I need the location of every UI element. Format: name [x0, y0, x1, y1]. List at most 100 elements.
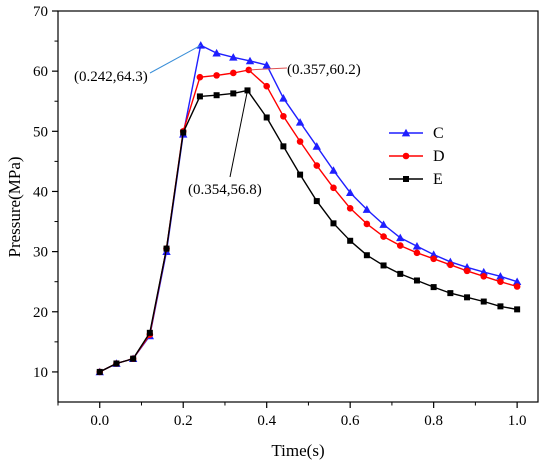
data-point-E — [480, 298, 487, 305]
data-point-C — [329, 166, 338, 174]
data-point-D — [330, 184, 337, 192]
annotation-leader — [149, 44, 201, 74]
y-tick-label: 40 — [33, 184, 48, 200]
data-point-E — [297, 171, 304, 178]
legend: CDE — [389, 125, 445, 188]
series-D — [96, 66, 521, 376]
data-point-D — [296, 138, 304, 145]
series-line-E — [99, 89, 518, 373]
data-point-C — [196, 41, 205, 49]
data-point-E — [213, 92, 220, 99]
data-point-E — [313, 198, 320, 205]
data-point-D — [196, 73, 204, 81]
data-point-E — [413, 277, 420, 284]
data-point-C — [362, 205, 372, 213]
data-point-D — [263, 82, 270, 90]
x-tick-label: 0.2 — [174, 413, 193, 429]
y-tick-label: 10 — [33, 365, 48, 381]
data-point-C — [212, 48, 221, 57]
y-axis-title: Pressure(MPa) — [5, 156, 24, 257]
data-point-E — [96, 368, 103, 375]
y-tick-label: 70 — [33, 4, 48, 20]
axis-ticks — [52, 10, 518, 408]
legend-label: E — [433, 171, 443, 188]
data-point-C — [245, 56, 255, 65]
data-point-C — [312, 142, 321, 150]
data-point-C — [496, 272, 505, 280]
series-layer — [95, 41, 522, 376]
data-point-D — [396, 242, 404, 249]
data-point-E — [397, 270, 404, 277]
data-point-C — [279, 94, 288, 102]
plot-frame — [57, 10, 539, 403]
data-point-D — [380, 233, 387, 240]
series-E — [96, 87, 521, 375]
y-tick-label: 60 — [33, 64, 48, 80]
data-point-E — [280, 143, 287, 150]
annotation-label: (0.242,64.3) — [74, 69, 148, 85]
series-line-D — [99, 69, 518, 373]
data-point-D — [513, 283, 521, 290]
data-point-D — [447, 261, 454, 269]
data-point-E — [330, 220, 337, 227]
x-tick-label: 0.4 — [257, 413, 276, 429]
legend-marker — [401, 128, 411, 137]
data-point-E — [464, 294, 471, 301]
data-point-D — [413, 249, 421, 257]
y-tick-label: 20 — [33, 305, 48, 321]
data-point-D — [313, 162, 321, 169]
data-point-E — [263, 114, 270, 121]
annotation-label: (0.357,60.2) — [287, 62, 361, 78]
data-point-D — [497, 278, 504, 285]
data-point-C — [379, 220, 388, 228]
y-tick-label: 50 — [33, 124, 48, 140]
data-point-C — [229, 53, 238, 61]
legend-item-D: D — [389, 148, 445, 165]
data-point-C — [479, 267, 488, 276]
data-point-E — [113, 360, 120, 367]
x-tick-label: 0.6 — [341, 413, 360, 429]
data-point-E — [130, 355, 137, 362]
data-point-C — [512, 277, 522, 286]
data-point-E — [430, 284, 437, 291]
data-point-C — [429, 250, 438, 258]
x-tick-label: 0.0 — [90, 413, 109, 429]
data-point-E — [146, 329, 153, 336]
data-point-D — [430, 255, 437, 263]
data-point-E — [514, 306, 521, 313]
data-point-C — [295, 118, 305, 126]
legend-marker — [402, 152, 410, 160]
legend-item-E: E — [389, 171, 443, 188]
data-point-D — [213, 72, 220, 79]
annotation-label: (0.354,56.8) — [188, 182, 262, 198]
data-point-D — [363, 220, 371, 228]
data-point-D — [463, 267, 471, 275]
data-point-C — [345, 188, 355, 197]
data-point-E — [180, 129, 187, 136]
x-tick-label: 0.8 — [424, 413, 443, 429]
series-line-C — [99, 44, 518, 373]
legend-marker — [403, 176, 409, 182]
data-point-D — [346, 205, 354, 212]
annotation-leader — [248, 67, 288, 71]
data-point-C — [262, 60, 271, 69]
legend-item-C: C — [389, 125, 444, 142]
data-point-E — [230, 90, 237, 97]
data-point-C — [412, 242, 422, 250]
data-point-D — [230, 69, 237, 77]
data-point-E — [363, 252, 370, 259]
x-tick-label: 1.0 — [508, 413, 527, 429]
data-point-E — [447, 290, 454, 297]
annotation-leader — [229, 90, 248, 178]
y-tick-label: 30 — [33, 245, 48, 261]
data-point-E — [196, 93, 203, 100]
legend-label: C — [433, 125, 444, 142]
data-point-E — [497, 303, 504, 310]
data-point-E — [347, 237, 354, 244]
data-point-E — [163, 245, 170, 252]
data-point-D — [280, 112, 287, 120]
legend-label: D — [433, 148, 445, 165]
annotation-layer: (0.242,64.3) (0.357,60.2) (0.354,56.8) — [74, 44, 361, 198]
series-C — [95, 41, 522, 376]
